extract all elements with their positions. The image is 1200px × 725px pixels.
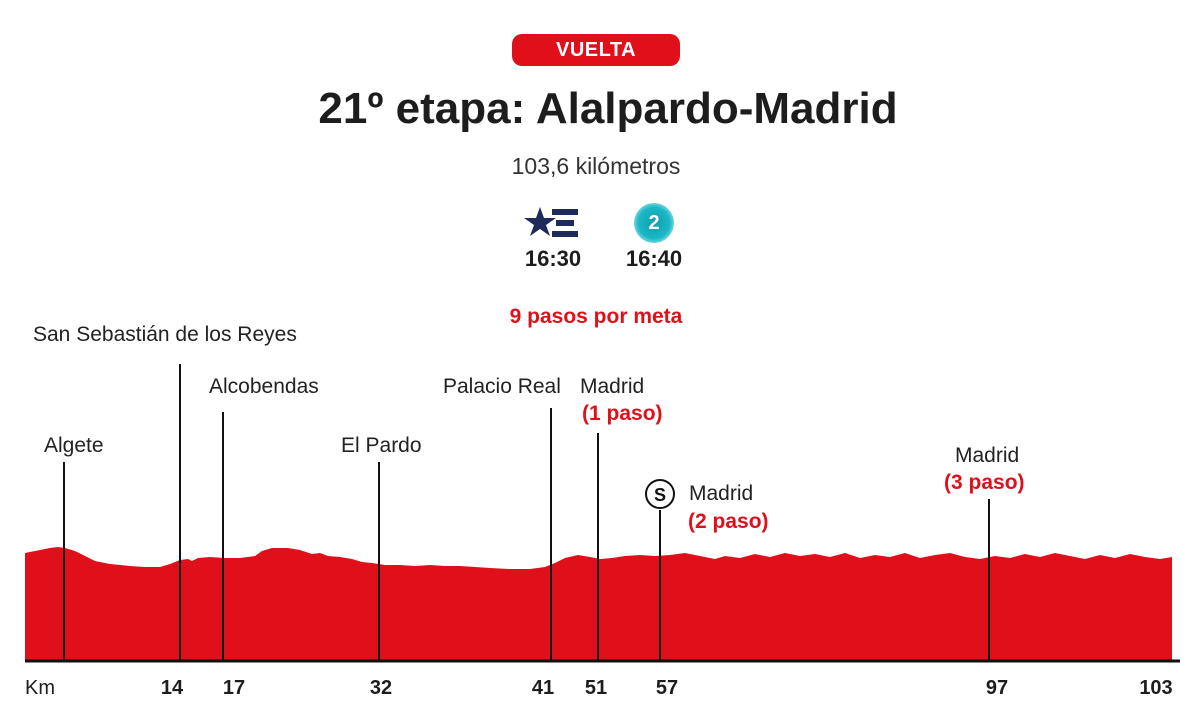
broadcast-time: 16:40 xyxy=(625,246,683,271)
race-badge: VUELTA xyxy=(512,34,680,66)
broadcaster-eurosport: 16:30 xyxy=(508,200,598,272)
passes-note: 9 pasos por meta xyxy=(509,305,683,328)
km-label: 51 xyxy=(585,677,607,699)
eurosport-icon xyxy=(508,200,598,246)
marker-note-madrid-1: (1 paso) xyxy=(582,402,663,425)
broadcaster-tve2: 2 16:40 xyxy=(609,200,699,272)
marker-label-alcobendas: Alcobendas xyxy=(209,375,319,398)
km-label: 17 xyxy=(223,677,245,699)
marker-label-madrid-3: Madrid xyxy=(955,444,1019,467)
km-label: 41 xyxy=(532,677,554,699)
sprint-icon: S xyxy=(645,479,675,509)
marker-label-madrid-2: Madrid xyxy=(689,482,753,505)
km-label: 57 xyxy=(656,677,678,699)
tve2-icon: 2 xyxy=(634,203,674,243)
km-label: 14 xyxy=(161,677,184,699)
marker-label-sansebastian: San Sebastián de los Reyes xyxy=(33,323,297,346)
km-label: 97 xyxy=(986,677,1008,699)
marker-note-madrid-2: (2 paso) xyxy=(688,510,769,533)
page-title: 21º etapa: Alalpardo-Madrid xyxy=(318,84,898,133)
axis-unit-label: Km xyxy=(25,677,55,699)
marker-label-palacioreal: Palacio Real xyxy=(443,375,561,398)
km-label: 32 xyxy=(370,677,392,699)
km-label: 103 xyxy=(1139,677,1172,699)
marker-label-algete: Algete xyxy=(44,434,104,457)
marker-label-madrid-1: Madrid xyxy=(580,375,644,398)
marker-label-elpardo: El Pardo xyxy=(341,434,422,457)
marker-note-madrid-3: (3 paso) xyxy=(944,471,1025,494)
svg-text:S: S xyxy=(654,485,666,505)
stage-distance: 103,6 kilómetros xyxy=(511,153,681,179)
broadcast-time: 16:30 xyxy=(524,246,582,271)
